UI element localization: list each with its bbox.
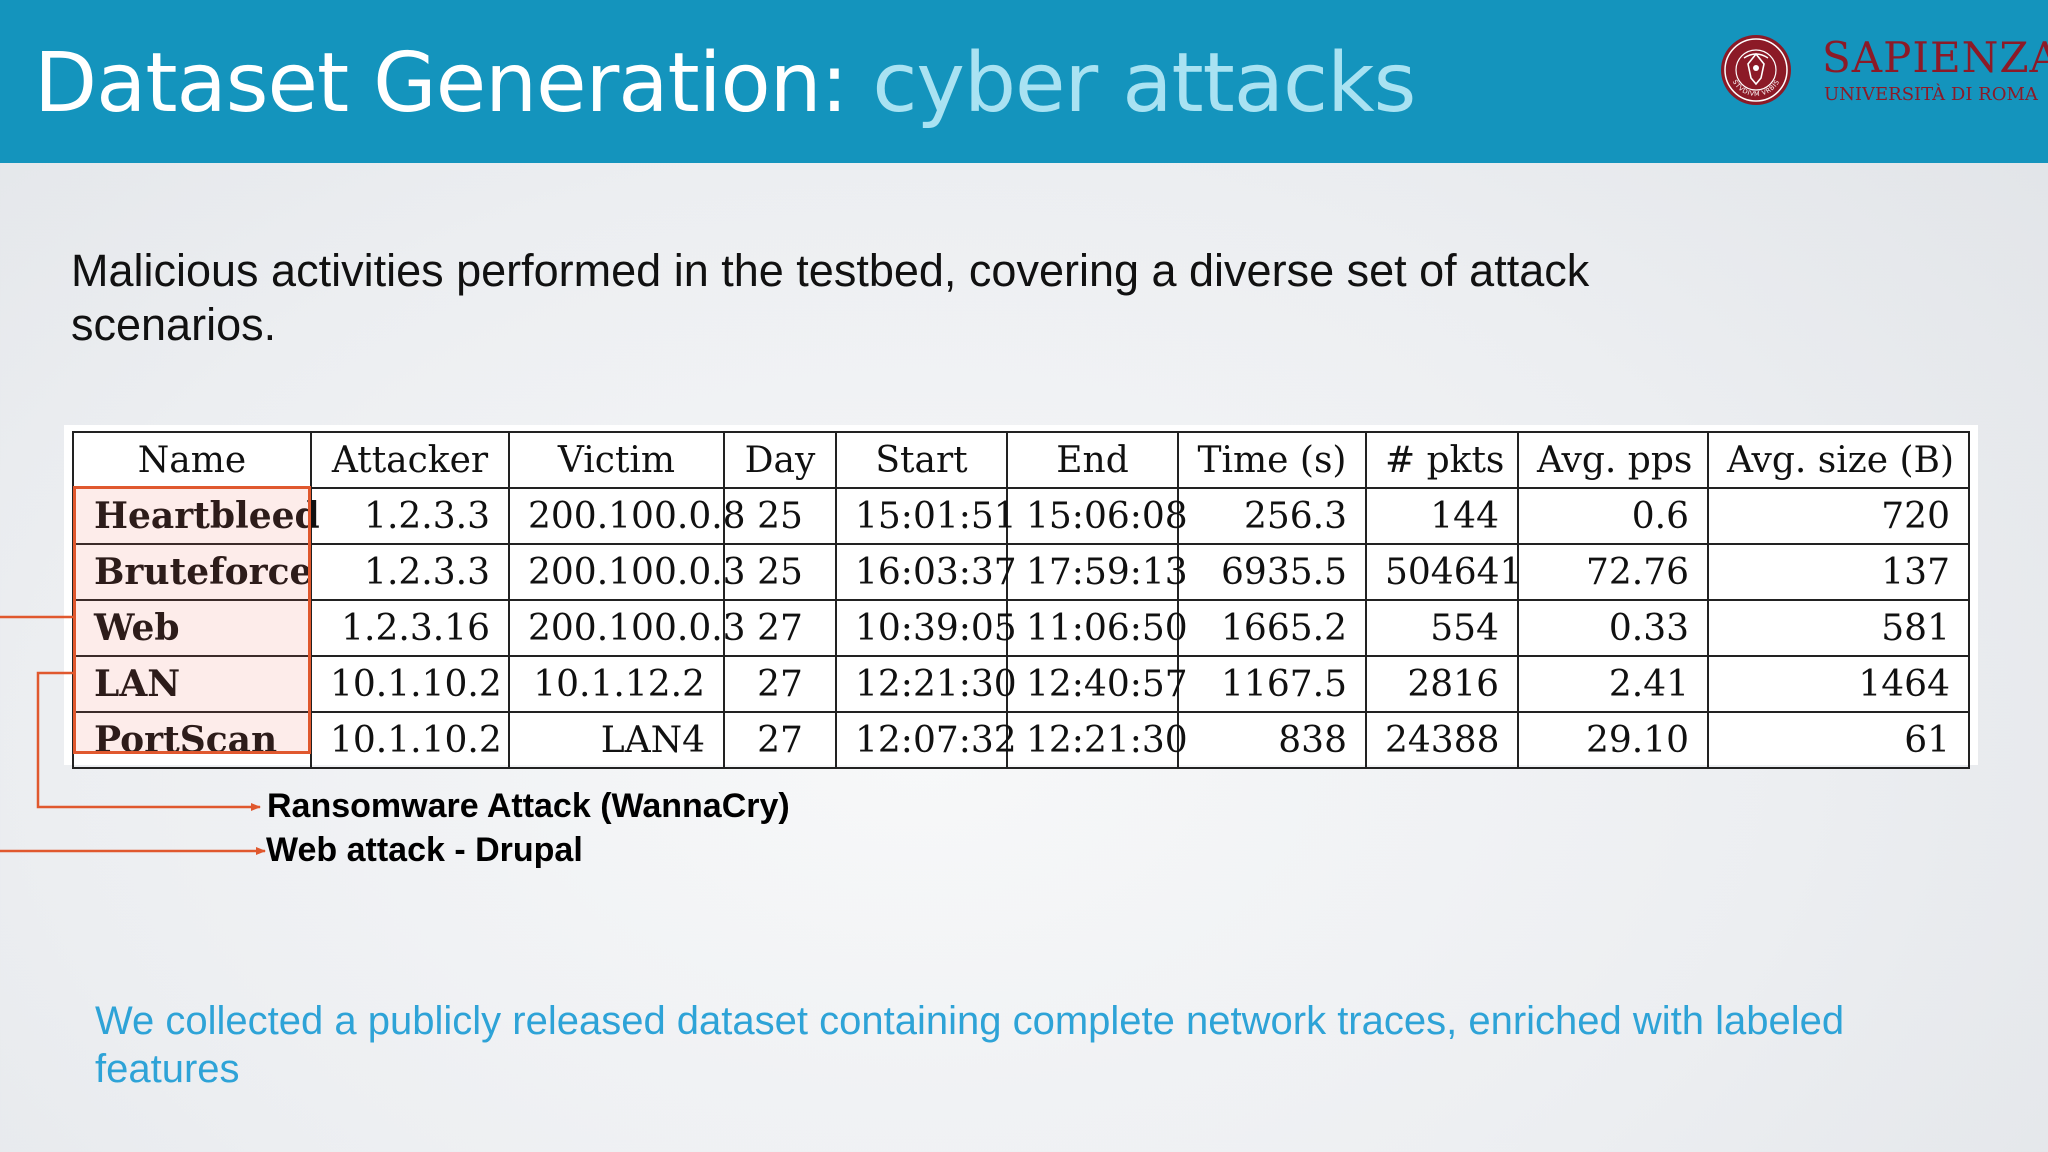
cell-end: 15:06:08 — [1006, 487, 1188, 545]
cell-avg-size: 581 — [1707, 599, 1970, 657]
title-main: Dataset Generation: — [34, 36, 848, 131]
cell-pkts: 554 — [1365, 599, 1519, 657]
table-row: PortScan 10.1.10.2 LAN4 27 12:07:32 12:2… — [72, 711, 1970, 769]
cell-day: 25 — [723, 487, 837, 545]
cell-victim: 10.1.12.2 — [508, 655, 725, 713]
cell-avg-size: 720 — [1707, 487, 1970, 545]
attack-table: Name Attacker Victim Day Start End Time … — [72, 431, 1970, 769]
cell-time: 838 — [1177, 711, 1367, 769]
cell-end: 17:59:13 — [1006, 543, 1188, 601]
title-accent: cyber attacks — [872, 36, 1416, 131]
cell-avg-size: 1464 — [1707, 655, 1970, 713]
cell-attacker: 10.1.10.2 — [310, 655, 510, 713]
logo-subtitle: UNIVERSITÀ DI ROMA — [1824, 84, 2038, 105]
cell-attacker: 1.2.3.3 — [310, 543, 510, 601]
table-row: Bruteforce 1.2.3.3 200.100.0.3 25 16:03:… — [72, 543, 1970, 601]
logo-name: SAPIENZA — [1822, 33, 2048, 82]
cell-victim: LAN4 — [508, 711, 725, 769]
column-header-start: Start — [835, 431, 1008, 489]
column-header-pkts: # pkts — [1365, 431, 1519, 489]
table-row: Web 1.2.3.16 200.100.0.3 27 10:39:05 11:… — [72, 599, 1970, 657]
cell-victim: 200.100.0.8 — [508, 487, 746, 545]
cell-victim: 200.100.0.3 — [508, 543, 746, 601]
cell-avg-pps: 2.41 — [1517, 655, 1709, 713]
table-row: Heartbleed 1.2.3.3 200.100.0.8 25 15:01:… — [72, 487, 1970, 545]
cell-start: 15:01:51 — [835, 487, 1017, 545]
column-header-victim: Victim — [508, 431, 725, 489]
column-header-name: Name — [72, 431, 312, 489]
cell-time: 1167.5 — [1177, 655, 1367, 713]
cell-attacker: 10.1.10.2 — [310, 711, 510, 769]
cell-name: Bruteforce — [72, 543, 312, 601]
cell-start: 12:21:30 — [835, 655, 1017, 713]
cell-time: 6935.5 — [1177, 543, 1367, 601]
cell-name: LAN — [72, 655, 312, 713]
cell-victim: 200.100.0.3 — [508, 599, 746, 657]
cell-pkts: 144 — [1365, 487, 1519, 545]
cell-name: PortScan — [72, 711, 312, 769]
column-header-avg-pps: Avg. pps — [1517, 431, 1709, 489]
cell-time: 1665.2 — [1177, 599, 1367, 657]
cell-start: 12:07:32 — [835, 711, 1017, 769]
cell-attacker: 1.2.3.3 — [310, 487, 510, 545]
column-header-attacker: Attacker — [310, 431, 510, 489]
cell-time: 256.3 — [1177, 487, 1367, 545]
title-bar: Dataset Generation: cyber attacks STVDIV… — [0, 0, 2048, 163]
cell-start: 10:39:05 — [835, 599, 1017, 657]
university-seal-icon: STVDIVM VRBIS — [1721, 35, 1791, 105]
cell-avg-pps: 0.6 — [1517, 487, 1709, 545]
cell-end: 12:21:30 — [1006, 711, 1188, 769]
cell-day: 27 — [723, 711, 837, 769]
cell-day: 27 — [723, 655, 837, 713]
cell-end: 11:06:50 — [1006, 599, 1188, 657]
cell-attacker: 1.2.3.16 — [310, 599, 510, 657]
cell-avg-size: 61 — [1707, 711, 1970, 769]
cell-name: Web — [72, 599, 312, 657]
cell-avg-pps: 72.76 — [1517, 543, 1709, 601]
table-row: LAN 10.1.10.2 10.1.12.2 27 12:21:30 12:4… — [72, 655, 1970, 713]
cell-pkts: 504641 — [1365, 543, 1522, 601]
ransomware-callout: Ransomware Attack (WannaCry) — [267, 787, 790, 825]
intro-text: Malicious activities performed in the te… — [71, 245, 1590, 350]
table-header-row: Name Attacker Victim Day Start End Time … — [72, 431, 1970, 489]
dataset-note: We collected a publicly released dataset… — [95, 999, 1845, 1091]
slide-title: Dataset Generation: cyber attacks — [34, 28, 1416, 140]
cell-pkts: 24388 — [1365, 711, 1519, 769]
column-header-avg-size: Avg. size (B) — [1707, 431, 1970, 489]
cell-pkts: 2816 — [1365, 655, 1519, 713]
column-header-day: Day — [723, 431, 837, 489]
cell-end: 12:40:57 — [1006, 655, 1188, 713]
cell-name: Heartbleed — [72, 487, 320, 545]
cell-avg-pps: 29.10 — [1517, 711, 1709, 769]
cell-avg-size: 137 — [1707, 543, 1970, 601]
cell-day: 25 — [723, 543, 837, 601]
sapienza-logo: STVDIVM VRBIS SAPIENZA UNIVERSITÀ DI ROM… — [1718, 22, 2048, 118]
cell-avg-pps: 0.33 — [1517, 599, 1709, 657]
attack-table-panel: Name Attacker Victim Day Start End Time … — [64, 425, 1978, 769]
cell-day: 27 — [723, 599, 837, 657]
column-header-time: Time (s) — [1177, 431, 1367, 489]
web-attack-callout: Web attack - Drupal — [266, 831, 583, 869]
cell-start: 16:03:37 — [835, 543, 1017, 601]
column-header-end: End — [1006, 431, 1179, 489]
